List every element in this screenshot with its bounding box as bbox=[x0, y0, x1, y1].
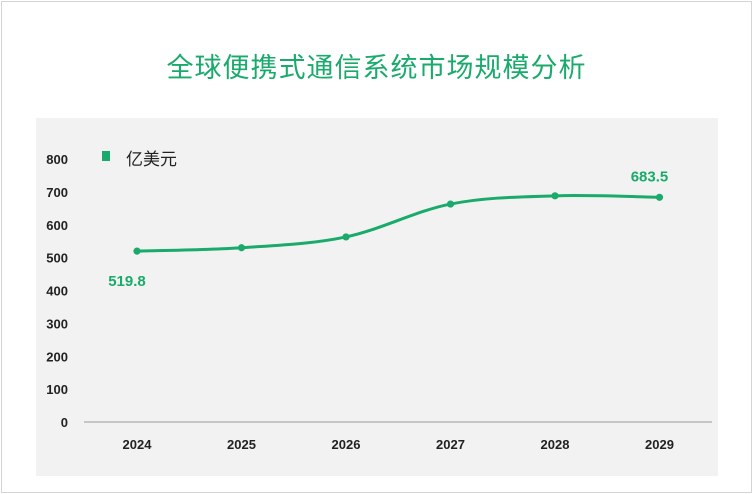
data-point bbox=[237, 244, 246, 252]
x-tick-label: 2027 bbox=[436, 437, 465, 452]
data-point bbox=[655, 193, 664, 201]
data-labels: 519.8 683.5 bbox=[108, 168, 668, 290]
legend-label: 亿美元 bbox=[126, 150, 177, 170]
data-point bbox=[133, 247, 141, 255]
x-tick-label: 2025 bbox=[227, 437, 256, 452]
y-tick-label: 400 bbox=[46, 284, 68, 299]
series-line bbox=[136, 194, 660, 253]
series-points bbox=[133, 192, 664, 255]
data-point bbox=[551, 192, 559, 200]
data-label: 683.5 bbox=[631, 168, 669, 185]
y-tick-label: 0 bbox=[61, 415, 68, 430]
y-tick-label: 300 bbox=[46, 316, 68, 331]
y-tick-label: 200 bbox=[46, 349, 68, 364]
data-label: 519.8 bbox=[108, 273, 146, 290]
y-tick-label: 800 bbox=[46, 152, 68, 167]
y-tick-label: 500 bbox=[46, 251, 68, 266]
y-tick-label: 700 bbox=[46, 185, 68, 200]
data-point bbox=[446, 200, 455, 208]
plot-area bbox=[36, 118, 718, 476]
y-tick-label: 600 bbox=[46, 218, 68, 233]
legend: 亿美元 bbox=[102, 150, 177, 170]
y-axis-ticks: 0 100 200 300 400 500 600 700 800 bbox=[46, 152, 68, 430]
legend-swatch bbox=[102, 151, 110, 161]
y-tick-label: 100 bbox=[46, 382, 68, 397]
x-tick-label: 2024 bbox=[123, 437, 153, 452]
data-point bbox=[342, 233, 350, 241]
chart-title: 全球便携式通信系统市场规模分析 bbox=[166, 53, 587, 84]
x-tick-label: 2026 bbox=[332, 437, 361, 452]
x-axis-ticks: 2024 2025 2026 2027 2028 2029 bbox=[123, 437, 674, 452]
x-tick-label: 2029 bbox=[645, 437, 674, 452]
x-tick-label: 2028 bbox=[541, 437, 570, 452]
